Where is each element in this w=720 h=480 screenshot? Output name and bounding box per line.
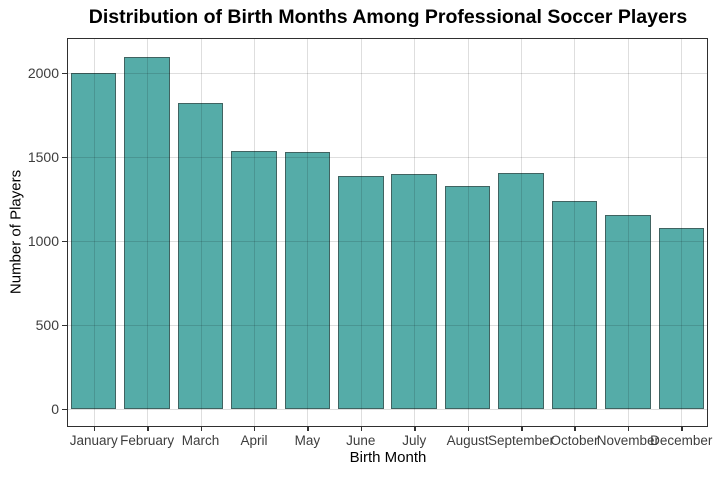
chart-title: Distribution of Birth Months Among Profe… — [88, 6, 688, 28]
x-tick-label: September — [488, 433, 555, 448]
bar-august — [444, 185, 491, 409]
y-axis-title: Number of Players — [7, 169, 25, 295]
y-tick-mark — [62, 408, 67, 411]
x-tick-mark — [414, 427, 416, 431]
x-tick-label: May — [294, 433, 321, 448]
x-tick-label: March — [181, 433, 220, 448]
x-tick-mark — [467, 427, 470, 431]
y-tick-label: 1000 — [27, 232, 59, 249]
bar-february — [124, 56, 170, 409]
bar-march — [177, 103, 224, 409]
y-tick-label: 2000 — [27, 64, 59, 81]
x-tick-label: April — [240, 433, 268, 448]
x-tick-label: November — [596, 433, 660, 448]
bar-november — [605, 215, 651, 409]
x-tick-label: February — [120, 433, 175, 448]
x-tick-mark — [360, 427, 363, 431]
bar-july — [391, 173, 437, 409]
x-tick-label: July — [402, 433, 427, 448]
y-tick-mark — [62, 324, 67, 327]
x-tick-label: June — [346, 433, 376, 448]
x-tick-label: December — [650, 433, 713, 448]
x-tick-mark — [93, 427, 96, 431]
x-tick-mark — [574, 427, 576, 431]
x-axis-title: Birth Month — [349, 449, 427, 466]
x-tick-mark — [627, 427, 630, 431]
y-tick-mark — [62, 72, 67, 75]
x-tick-mark — [681, 427, 683, 431]
gridline-horizontal — [67, 408, 708, 410]
x-tick-mark — [253, 427, 256, 431]
bar-may — [284, 151, 331, 409]
bar-june — [338, 176, 384, 409]
y-tick-label: 1500 — [27, 148, 59, 165]
x-tick-label: August — [446, 433, 489, 448]
x-tick-mark — [307, 427, 309, 431]
bar-december — [658, 228, 705, 409]
y-tick-mark — [62, 156, 67, 159]
bar-january — [70, 72, 117, 409]
y-tick-label: 500 — [35, 316, 59, 333]
bar-september — [498, 172, 544, 409]
x-tick-mark — [521, 427, 523, 431]
plot-panel — [67, 38, 708, 427]
x-tick-label: October — [550, 433, 599, 448]
bar-april — [231, 150, 277, 409]
y-tick-mark — [62, 240, 67, 243]
x-tick-mark — [147, 427, 149, 431]
bar-october — [551, 200, 598, 409]
y-tick-label: 0 — [51, 400, 59, 417]
x-tick-label: January — [69, 433, 118, 448]
x-tick-mark — [200, 427, 203, 431]
